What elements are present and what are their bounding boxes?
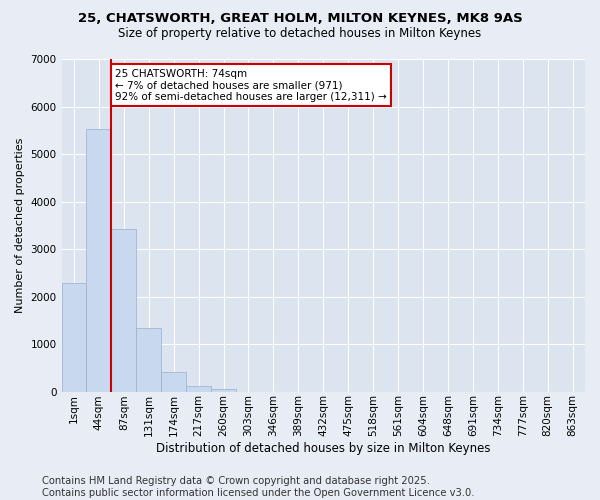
Bar: [86, 130, 112, 392]
Y-axis label: Number of detached properties: Number of detached properties: [15, 138, 25, 313]
Text: 25 CHATSWORTH: 74sqm
← 7% of detached houses are smaller (971)
92% of semi-detac: 25 CHATSWORTH: 74sqm ← 7% of detached ho…: [115, 68, 387, 102]
X-axis label: Distribution of detached houses by size in Milton Keynes: Distribution of detached houses by size …: [156, 442, 491, 455]
Bar: [161, 372, 186, 392]
Text: Contains HM Land Registry data © Crown copyright and database right 2025.
Contai: Contains HM Land Registry data © Crown c…: [42, 476, 475, 498]
Bar: [186, 386, 211, 392]
Bar: [136, 328, 161, 392]
Bar: [112, 228, 136, 392]
Bar: [211, 389, 236, 392]
Text: 25, CHATSWORTH, GREAT HOLM, MILTON KEYNES, MK8 9AS: 25, CHATSWORTH, GREAT HOLM, MILTON KEYNE…: [77, 12, 523, 26]
Bar: [62, 283, 86, 392]
Text: Size of property relative to detached houses in Milton Keynes: Size of property relative to detached ho…: [118, 28, 482, 40]
